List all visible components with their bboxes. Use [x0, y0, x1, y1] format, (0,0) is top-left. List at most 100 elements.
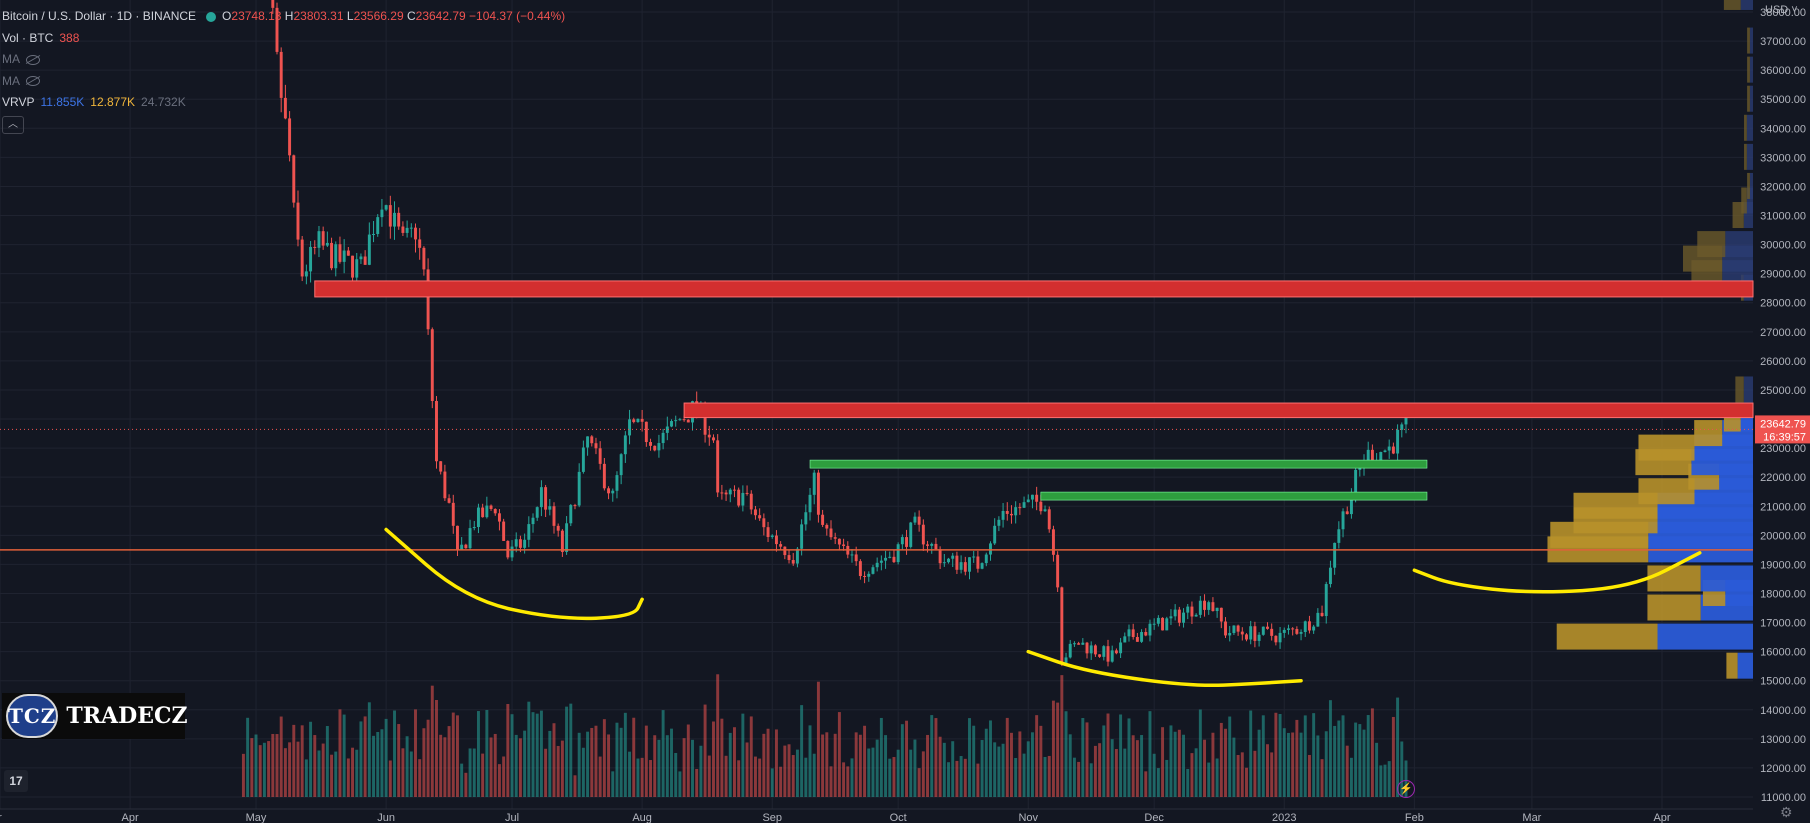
last-price-label: 23642.79 — [1760, 418, 1806, 430]
candle-body — [1249, 626, 1253, 640]
candle-body — [1257, 634, 1261, 641]
candle-body — [1060, 587, 1064, 664]
volume-bar — [779, 766, 783, 797]
currency-label[interactable]: USD ˅ — [1765, 4, 1798, 16]
lightning-icon[interactable]: ⚡ — [1397, 780, 1415, 798]
candle-body — [1312, 626, 1316, 631]
candle-body — [485, 505, 489, 518]
volume-bar — [619, 727, 623, 797]
vp-bar-down — [1741, 187, 1747, 214]
volume-bar — [275, 734, 279, 797]
volume-bar — [447, 726, 451, 797]
candle-body — [1396, 429, 1400, 454]
vp-bar-down — [1697, 231, 1726, 258]
annotation-curve — [1412, 551, 1702, 594]
volume-bar — [359, 721, 363, 797]
candle-body — [418, 239, 422, 248]
volume-bar — [426, 719, 430, 797]
candle-body — [422, 247, 426, 270]
volume-bar — [1215, 758, 1219, 797]
vp-bar-up — [1746, 143, 1753, 170]
candle-body — [1194, 614, 1198, 617]
candle-body — [716, 440, 720, 493]
volume-bar — [1236, 754, 1240, 797]
candle-body — [1245, 634, 1248, 640]
candle-body — [905, 537, 909, 547]
symbol-title[interactable]: Bitcoin / U.S. Dollar · 1D · BINANCE — [2, 9, 197, 23]
volume-bar — [774, 729, 778, 797]
volume-bar — [1396, 697, 1400, 797]
volume-bar — [1337, 720, 1341, 797]
volume-bar — [325, 726, 329, 797]
vp-bar-down — [1744, 143, 1747, 170]
volume-value: 388 — [59, 30, 80, 45]
volume-bar — [250, 738, 254, 797]
volume-bar — [1404, 760, 1408, 797]
volume-bar — [330, 754, 334, 797]
candle-body — [720, 492, 724, 494]
vp-bar-down — [1747, 56, 1750, 83]
chevron-up-icon[interactable]: ︿ — [2, 116, 24, 135]
candle-body — [548, 506, 552, 510]
candle-body — [1278, 632, 1282, 643]
candle-body — [1068, 643, 1072, 658]
tradingview-logo[interactable]: 17 — [4, 770, 28, 792]
price-tick-label: 33000.00 — [1760, 152, 1806, 164]
candle-body — [292, 155, 296, 203]
volume-bar — [451, 712, 455, 797]
price-axis[interactable]: 11000.00 12000.00 13000.00 14000.00 15000.00… — [1755, 0, 1810, 823]
candle-body — [1253, 626, 1257, 641]
legend-vrvp-row[interactable]: VRVP 11.855K 12.877K 24.732K — [2, 95, 186, 109]
volume-bar — [1169, 725, 1173, 797]
candle-body — [275, 7, 279, 52]
volume-bar — [1278, 713, 1282, 797]
price-tick-label: 15000.00 — [1760, 676, 1806, 688]
candle-body — [753, 509, 757, 516]
legend-ma2-row[interactable]: MA — [2, 71, 565, 93]
volume-bar — [871, 747, 875, 797]
volume-bar — [661, 710, 665, 797]
candle-body — [1182, 612, 1186, 623]
volume-bar — [1131, 735, 1135, 797]
price-tick-label: 29000.00 — [1760, 269, 1806, 281]
volume-bar — [888, 758, 892, 797]
volume-bar — [518, 738, 522, 797]
candle-body — [1224, 621, 1227, 636]
gear-icon[interactable]: ⚙ — [1780, 804, 1793, 820]
legend-volume-row[interactable]: Vol · BTC 388 — [2, 28, 565, 50]
vp-bar-down — [1747, 172, 1750, 199]
legend-ma1-row[interactable]: MA — [2, 49, 565, 71]
candle-body — [942, 562, 946, 564]
volume-bar — [1307, 754, 1311, 797]
volume-bar — [821, 734, 825, 797]
volume-bar — [1257, 729, 1261, 797]
price-tick-label: 21000.00 — [1760, 501, 1806, 513]
volume-bar — [1261, 715, 1265, 797]
volume-bar — [1194, 748, 1198, 797]
volume-bar — [875, 739, 879, 797]
volume-bar — [598, 756, 602, 797]
candle-body — [1119, 642, 1123, 654]
volume-bar — [355, 749, 359, 797]
volume-bar — [695, 768, 699, 797]
candle-body — [304, 271, 308, 277]
annotation-curve — [384, 527, 644, 621]
volume-bar — [254, 734, 258, 797]
candle-body — [968, 557, 971, 572]
volume-bar — [879, 717, 883, 797]
drawings[interactable] — [0, 280, 1754, 551]
eye-hidden-icon[interactable] — [26, 76, 40, 87]
candle-body — [959, 562, 963, 570]
time-axis[interactable]: r Apr May Jun Jul Aug Sep Oct Nov Dec 2023 Feb Mar Ap… — [0, 808, 1753, 823]
candle-body — [346, 250, 350, 256]
candle-body — [279, 51, 283, 98]
candle-body — [393, 212, 396, 227]
volume-bar — [602, 719, 606, 797]
candle-body — [913, 516, 917, 523]
volume-bar — [1203, 739, 1206, 797]
price-tick-label: 13000.00 — [1760, 734, 1806, 746]
candle-body — [510, 546, 514, 558]
eye-hidden-icon[interactable] — [26, 54, 40, 65]
candle-body — [850, 554, 854, 556]
